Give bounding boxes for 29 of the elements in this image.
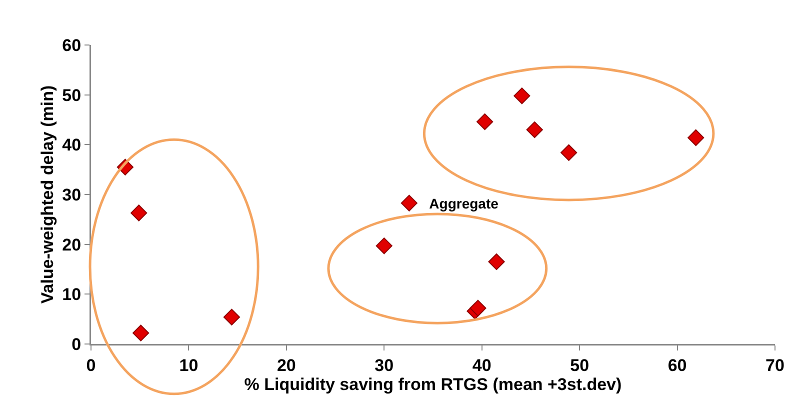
x-tick-label: 30 <box>374 356 394 375</box>
point <box>130 204 148 222</box>
point <box>376 238 392 254</box>
y-tick-label: 50 <box>62 86 82 105</box>
y-tick-label: 20 <box>62 235 82 254</box>
x-tick-label: 0 <box>86 356 96 375</box>
point <box>132 324 150 342</box>
y-axis-title: Value-weighted delay (min) <box>38 85 57 304</box>
point <box>560 144 578 161</box>
point <box>476 113 494 130</box>
y-tick-label: 10 <box>62 285 82 304</box>
y-tick-label: 60 <box>62 36 82 55</box>
legend-label: Aggregate <box>429 196 499 212</box>
x-tick-label: 60 <box>668 356 687 375</box>
point <box>488 253 505 270</box>
point <box>470 300 486 316</box>
x-tick-label: 40 <box>472 356 492 375</box>
point <box>514 88 530 104</box>
x-tick-label: 10 <box>179 356 198 375</box>
y-tick-label: 40 <box>62 136 82 155</box>
x-tick-label: 50 <box>570 356 590 375</box>
y-tick-label: 0 <box>72 334 82 354</box>
y-tick-label: 30 <box>62 185 82 204</box>
point <box>526 121 543 138</box>
x-tick-label: 20 <box>276 356 296 375</box>
x-tick-label: 70 <box>766 356 784 375</box>
point <box>688 129 704 146</box>
x-axis-title: % Liquidity saving from RTGS (mean +3st.dev) <box>244 375 622 394</box>
point <box>223 308 240 326</box>
